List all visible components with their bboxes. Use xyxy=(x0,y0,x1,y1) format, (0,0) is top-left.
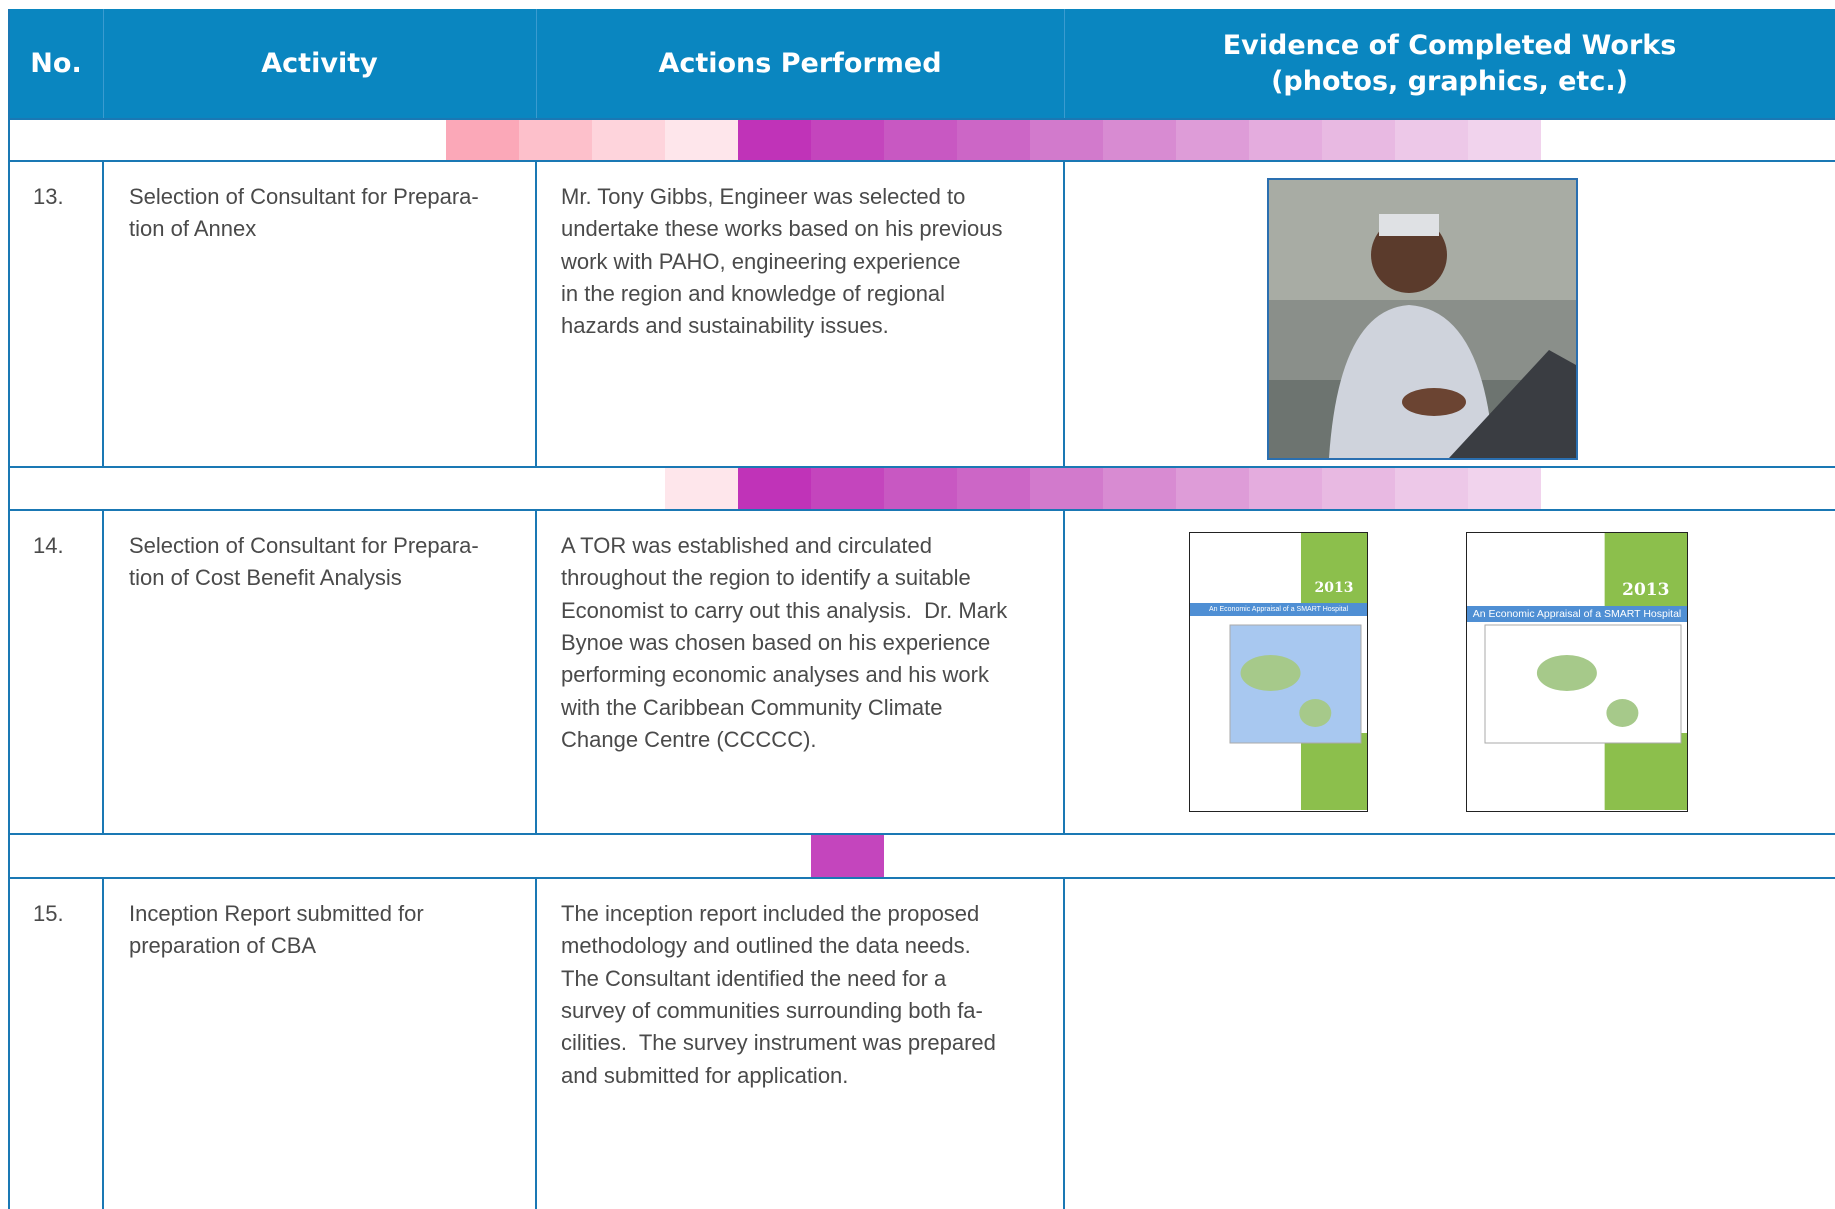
row-border xyxy=(9,509,1835,511)
activity-text: Selection of Consultant for Prepara- xyxy=(129,533,479,558)
timeline-segment xyxy=(884,120,957,160)
activity-text: tion of Annex xyxy=(129,216,257,242)
report-cover xyxy=(1189,532,1368,812)
actions-text: Economist to carry out this analysis. Dr… xyxy=(561,597,1008,623)
cover-title: An Economic Appraisal of a SMART Hospita… xyxy=(1467,606,1687,622)
timeline-segment xyxy=(811,835,884,877)
timeline-segment xyxy=(1103,120,1176,160)
timeline-segment xyxy=(1322,120,1395,160)
header-divider xyxy=(536,9,537,118)
header-text: Activity xyxy=(261,47,378,79)
actions-text: The inception report included the propos… xyxy=(561,901,980,926)
timeline-segment xyxy=(1176,468,1249,509)
row-border xyxy=(9,833,1835,835)
timeline-segment xyxy=(957,468,1030,509)
actions-text: throughout the region to identify a suit… xyxy=(561,565,971,591)
column-border xyxy=(102,878,104,1209)
header-divider xyxy=(103,9,104,118)
photo xyxy=(1269,180,1576,458)
actions-text: A TOR was established and circulated xyxy=(561,533,932,558)
actions-text: with the Caribbean Community Climate xyxy=(561,694,943,720)
cover-art xyxy=(1229,533,1367,810)
actions-text: Change Centre (CCCCC). xyxy=(561,726,817,752)
timeline-segment xyxy=(738,120,811,160)
timeline-segment xyxy=(811,468,884,509)
timeline-segment xyxy=(884,468,957,509)
row-border xyxy=(9,118,1835,120)
row-number: 14. xyxy=(33,533,64,558)
actions-text: Bynoe was chosen based on his experience xyxy=(561,629,991,655)
header-text: Evidence of Completed Works xyxy=(1222,29,1677,61)
timeline-segment xyxy=(738,468,811,509)
timeline-segment xyxy=(1395,468,1468,509)
left-border xyxy=(8,9,10,1209)
header-bar xyxy=(9,9,1835,118)
timeline-segment xyxy=(665,120,738,160)
row-border xyxy=(9,466,1835,468)
cover-title: An Economic Appraisal of a SMART Hospita… xyxy=(1190,603,1367,616)
header-text: Actions Performed xyxy=(658,47,942,79)
actions-text: methodology and outlined the data needs. xyxy=(561,933,971,959)
timeline-segment xyxy=(446,120,519,160)
column-border xyxy=(102,161,104,466)
activity-text: Inception Report submitted for xyxy=(129,901,424,926)
actions-text: in the region and knowledge of regional xyxy=(561,280,946,306)
timeline-segment xyxy=(1030,120,1103,160)
column-border xyxy=(535,510,537,833)
timeline-segment xyxy=(1249,120,1322,160)
actions-text: work with PAHO, engineering experience xyxy=(561,248,961,274)
activity-text: tion of Cost Benefit Analysis xyxy=(129,565,402,591)
actions-text: The Consultant identified the need for a xyxy=(561,965,947,991)
row-border xyxy=(9,877,1835,879)
row-border xyxy=(9,160,1835,162)
timeline-segment xyxy=(1322,468,1395,509)
actions-text: undertake these works based on his previ… xyxy=(561,216,1003,242)
report-cover xyxy=(1466,532,1688,812)
header-text: No. xyxy=(30,47,82,79)
timeline-segment xyxy=(519,120,592,160)
header-divider xyxy=(1064,9,1065,118)
timeline-segment xyxy=(957,120,1030,160)
column-border xyxy=(102,510,104,833)
actions-text: Mr. Tony Gibbs, Engineer was selected to xyxy=(561,184,966,209)
timeline-segment xyxy=(592,120,665,160)
timeline-segment xyxy=(1249,468,1322,509)
timeline-segment xyxy=(665,468,738,509)
column-border xyxy=(1063,878,1065,1209)
header-text: (photos, graphics, etc.) xyxy=(1271,65,1628,97)
timeline-segment xyxy=(1468,120,1541,160)
actions-text: survey of communities surrounding both f… xyxy=(561,997,983,1023)
row-number: 15. xyxy=(33,901,64,926)
cover-year: 2013 xyxy=(1314,580,1354,596)
evidence-photo xyxy=(1267,178,1578,460)
actions-text: hazards and sustainability issues. xyxy=(561,313,889,339)
timeline-segment xyxy=(1395,120,1468,160)
timeline-segment xyxy=(1468,468,1541,509)
column-border xyxy=(1063,161,1065,466)
row-number: 13. xyxy=(33,184,64,209)
actions-text: and submitted for application. xyxy=(561,1062,849,1088)
actions-text: performing economic analyses and his wor… xyxy=(561,662,989,688)
column-border xyxy=(535,161,537,466)
timeline-segment xyxy=(1030,468,1103,509)
actions-text: cilities. The survey instrument was prep… xyxy=(561,1030,996,1056)
timeline-segment xyxy=(1176,120,1249,160)
column-border xyxy=(1063,510,1065,833)
timeline-segment xyxy=(811,120,884,160)
column-border xyxy=(535,878,537,1209)
activity-text: preparation of CBA xyxy=(129,933,317,959)
activity-text: Selection of Consultant for Prepara- xyxy=(129,184,479,209)
cover-year: 2013 xyxy=(1622,580,1670,600)
cover-art xyxy=(1484,533,1687,810)
timeline-segment xyxy=(1103,468,1176,509)
